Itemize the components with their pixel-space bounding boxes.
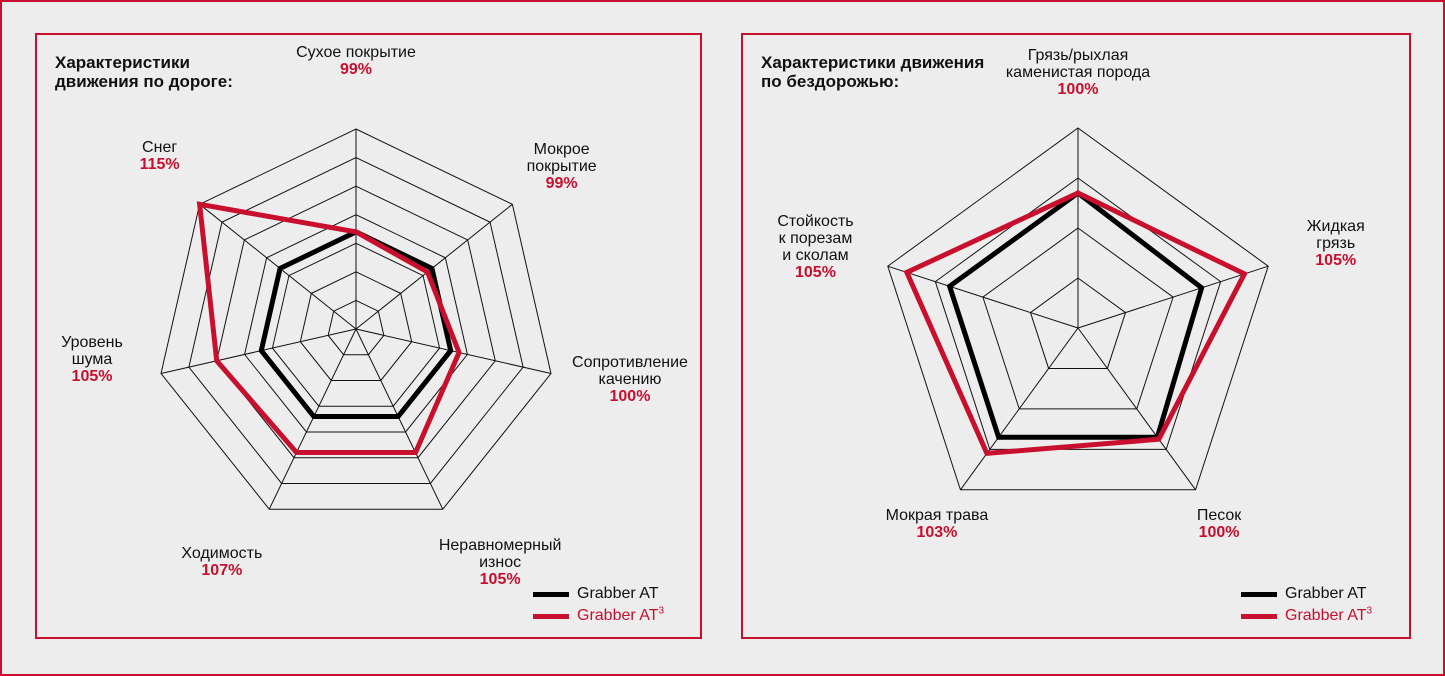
axis-label: Сухое покрытие: [296, 44, 416, 61]
legend-swatch: [1241, 591, 1277, 597]
grid-spoke: [355, 328, 444, 510]
axis-value: 105%: [479, 571, 521, 589]
grid-ring: [327, 299, 385, 356]
series-grabber-at: [258, 229, 454, 420]
legend: Grabber AT Grabber AT3: [1241, 583, 1372, 627]
offroad-radar-chart: [887, 127, 1269, 491]
offroad-chart-panel: Характеристики движения по бездорожью: Г…: [741, 33, 1411, 639]
legend: Grabber AT Grabber AT3: [533, 583, 664, 627]
legend-label: Grabber AT3: [1285, 605, 1373, 624]
grid-spoke: [1077, 327, 1196, 491]
grid-spoke: [268, 328, 357, 510]
axis-value: 105%: [1315, 251, 1357, 269]
axis-value: 115%: [139, 156, 180, 174]
axis-value: 103%: [916, 524, 958, 542]
axis-label: Грязь/рыхлая каменистая порода: [1005, 47, 1151, 81]
series-grabber-at: [946, 189, 1205, 440]
road-radar-chart: [160, 128, 552, 510]
axis-label: Мокрая трава: [885, 507, 989, 525]
grid-ring: [216, 185, 496, 459]
axis-value: 100%: [1198, 524, 1240, 542]
axis-label: Жидкая грязь: [1306, 217, 1365, 252]
axis-value: 100%: [609, 388, 651, 406]
chart-title: Характеристики движения по дороге:: [55, 53, 233, 91]
axis-label: Сопротивление качению: [572, 354, 688, 389]
legend-label: Grabber AT: [1285, 585, 1367, 602]
chart-title: Характеристики движения по бездорожью:: [761, 53, 985, 91]
series-grabber-at3: [196, 201, 462, 456]
legend-item-grabber-at3: Grabber AT3: [533, 605, 664, 627]
axis-value: 105%: [795, 264, 836, 282]
axis-label: Снег: [142, 139, 178, 157]
grid-spoke: [355, 328, 552, 374]
grid-ring: [887, 127, 1269, 491]
axis-value: 107%: [201, 562, 243, 580]
grid-ring: [1029, 277, 1127, 369]
legend-label: Grabber AT: [577, 585, 659, 602]
grid-ring: [244, 214, 468, 433]
road-chart-panel: Характеристики движения по дороге: Сухое…: [35, 33, 702, 639]
axis-value: 105%: [71, 368, 113, 386]
axis-value: 100%: [1057, 81, 1099, 98]
grid-spoke: [1077, 265, 1269, 329]
grid-ring: [982, 227, 1174, 410]
legend-swatch: [533, 591, 569, 597]
grid-spoke: [887, 265, 1079, 329]
axis-label: Мокрое покрытие: [526, 141, 597, 176]
axis-value: 99%: [545, 175, 578, 193]
grid-spoke: [960, 327, 1079, 491]
axis-label: Неравномерный износ: [438, 537, 562, 572]
grid-ring: [160, 128, 552, 510]
grid-spoke: [199, 203, 357, 330]
axis-value: 99%: [339, 61, 373, 78]
series-grabber-at3: [903, 190, 1248, 457]
legend-item-grabber-at: Grabber AT: [1241, 583, 1372, 605]
grid-ring: [271, 242, 441, 407]
legend-swatch: [1241, 613, 1277, 619]
grid-ring: [299, 271, 413, 381]
axis-label: Ходимость: [181, 545, 263, 563]
grid-ring: [188, 157, 524, 484]
axis-label: Стойкость к порезам и сколам: [777, 213, 854, 265]
axis-label: Песок: [1196, 507, 1242, 525]
legend-item-grabber-at: Grabber AT: [533, 583, 664, 605]
legend-item-grabber-at3: Grabber AT3: [1241, 605, 1372, 627]
grid-ring: [934, 177, 1222, 450]
grid-spoke: [355, 203, 513, 330]
legend-swatch: [533, 613, 569, 619]
axis-label: Уровень шума: [61, 334, 123, 369]
grid-spoke: [160, 328, 357, 374]
legend-label: Grabber AT3: [577, 605, 665, 624]
